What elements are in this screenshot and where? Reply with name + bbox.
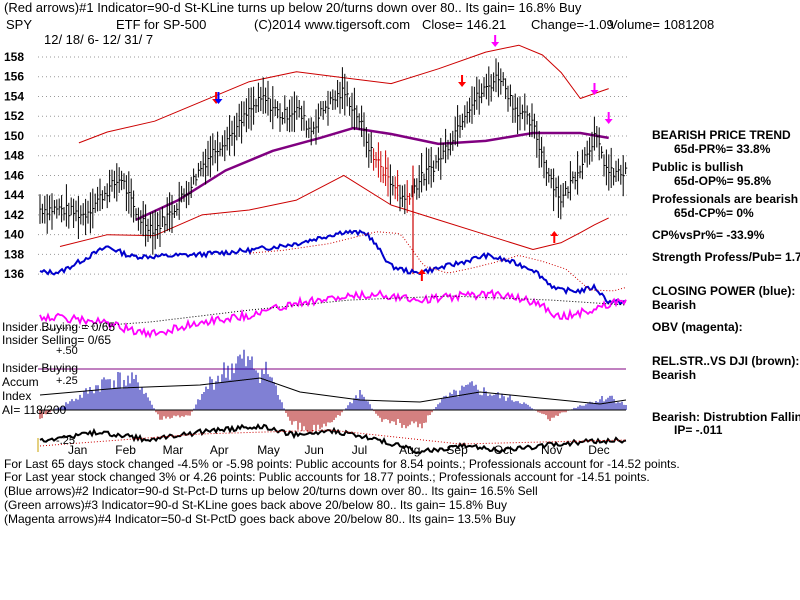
- accumulation-index-histogram: [38, 349, 627, 435]
- y-tick-label: 142: [4, 208, 24, 222]
- accum-scale-plus50: +.50: [56, 345, 78, 357]
- pr-value: 65d-PR%= 33.8%: [674, 142, 771, 156]
- index-label: Index: [2, 389, 32, 403]
- month-label: Mar: [163, 443, 184, 457]
- y-tick-label: 144: [4, 188, 24, 202]
- y-tick-label: 146: [4, 168, 24, 182]
- y-tick-label: 150: [4, 129, 24, 143]
- grid-lines: [37, 56, 628, 452]
- up-arrow-icon: [417, 269, 426, 281]
- lower-band-line: [59, 174, 609, 250]
- month-label: Oct: [494, 443, 513, 457]
- volume-value: Volume= 1081208: [609, 17, 715, 32]
- ip-value: IP= -.011: [674, 423, 723, 437]
- op-value: 65d-OP%= 95.8%: [674, 174, 772, 188]
- footer-magenta-arrows: (Magenta arrows)#4 Indicator=50-d St-Pct…: [4, 512, 516, 526]
- accum-scale-minus25: -.25: [56, 435, 75, 447]
- y-tick-label: 156: [4, 70, 24, 84]
- month-label: Feb: [115, 443, 136, 457]
- footer-blue-arrows: (Blue arrows)#2 Indicator=90-d St-Pct-D …: [4, 484, 538, 498]
- obv-label: OBV (magenta):: [652, 320, 743, 334]
- y-tick-label: 158: [4, 50, 24, 64]
- closing-power-label: CLOSING POWER (blue):: [652, 284, 796, 298]
- cp-value: 65d-CP%= 0%: [674, 206, 754, 220]
- footer-year-summary: For Last year stock changed 3% or 4.26 p…: [4, 470, 650, 484]
- insider-selling-count: Insider Selling= 0/65: [2, 333, 112, 347]
- y-axis-tick-labels: 136 138 140 142 144 146 148 150 152 154 156 158: [4, 50, 24, 281]
- relstr-label: REL.STR..VS DJI (brown):: [652, 354, 800, 368]
- trend-title: BEARISH PRICE TREND: [652, 128, 791, 142]
- y-tick-label: 148: [4, 149, 24, 163]
- accum-index-value: AI= 118/200: [2, 403, 67, 417]
- month-label: Jun: [305, 443, 324, 457]
- accum-ma-line: [39, 377, 627, 405]
- month-label: Sep: [446, 443, 468, 457]
- cp-vs-pr-value: CP%vsPr%= -33.9%: [652, 228, 765, 242]
- down-arrow-icon: [214, 92, 223, 104]
- y-tick-label: 136: [4, 267, 24, 281]
- bollinger-bands: [59, 44, 609, 250]
- accum-label: Accum: [2, 375, 39, 389]
- down-arrow-icon: [491, 35, 500, 47]
- professionals-state: Professionals are bearish: [652, 192, 799, 206]
- y-tick-label: 140: [4, 228, 24, 242]
- moving-average-line: [135, 126, 609, 222]
- up-arrow-icon: [550, 231, 559, 243]
- x-axis-month-labels: Jan Feb Mar Apr May Jun Jul Aug Sep Oct Nov Dec: [68, 443, 610, 457]
- footer-65-day-summary: For Last 65 days stock changed -4.5% or …: [4, 457, 680, 471]
- public-state: Public is bullish: [652, 160, 744, 174]
- closing-power-line: [39, 229, 627, 306]
- distribution-state: Bearish: Distrubtion Falling: [652, 410, 800, 424]
- change-value: Change=-1.09: [531, 17, 614, 32]
- strength-value: Strength Profess/Pub= 1.7: [652, 250, 800, 264]
- month-label: Jan: [68, 443, 87, 457]
- y-tick-label: 138: [4, 247, 24, 261]
- price-bars: [39, 58, 628, 275]
- close-value: Close= 146.21: [422, 17, 507, 32]
- y-tick-label: 154: [4, 89, 24, 103]
- etf-description: ETF for SP-500: [116, 17, 207, 32]
- red-arrows-indicator-text: (Red arrows)#1 Indicator=90-d St-KLine t…: [4, 0, 582, 15]
- ticker-symbol: SPY: [6, 17, 33, 32]
- closing-power-state: Bearish: [652, 298, 697, 312]
- upper-band-line: [78, 44, 609, 144]
- closing-power-line: [39, 229, 627, 306]
- insider-buying-count: Insider Buying = 0/65: [2, 320, 116, 334]
- moving-average-line: [135, 126, 609, 222]
- month-label: Jul: [352, 443, 367, 457]
- relstr-state: Bearish: [652, 368, 697, 382]
- month-label: Aug: [399, 443, 420, 457]
- down-arrow-icon: [590, 83, 599, 95]
- obv-line: [39, 288, 627, 339]
- month-label: Apr: [210, 443, 229, 457]
- date-range: 12/ 18/ 6- 12/ 31/ 7: [44, 32, 154, 47]
- relative-strength-line: [39, 423, 627, 455]
- month-label: May: [257, 443, 280, 457]
- y-tick-label: 152: [4, 109, 24, 123]
- insider-buying-label: Insider Buying: [2, 361, 79, 375]
- signal-arrows: [212, 35, 613, 281]
- down-arrow-icon: [458, 75, 467, 87]
- footer-green-arrows: (Green arrows)#3 Indicator=90-d St-KLine…: [4, 498, 507, 512]
- accum-scale-plus25: +.25: [56, 375, 78, 387]
- copyright-text: (C)2014 www.tigersoft.com: [254, 17, 411, 32]
- month-label: Dec: [588, 443, 609, 457]
- obv-line: [39, 288, 627, 339]
- closing-power-ma-line: [249, 231, 627, 292]
- month-label: Nov: [541, 443, 562, 457]
- relative-strength-line: [39, 423, 627, 455]
- down-arrow-icon: [604, 112, 613, 124]
